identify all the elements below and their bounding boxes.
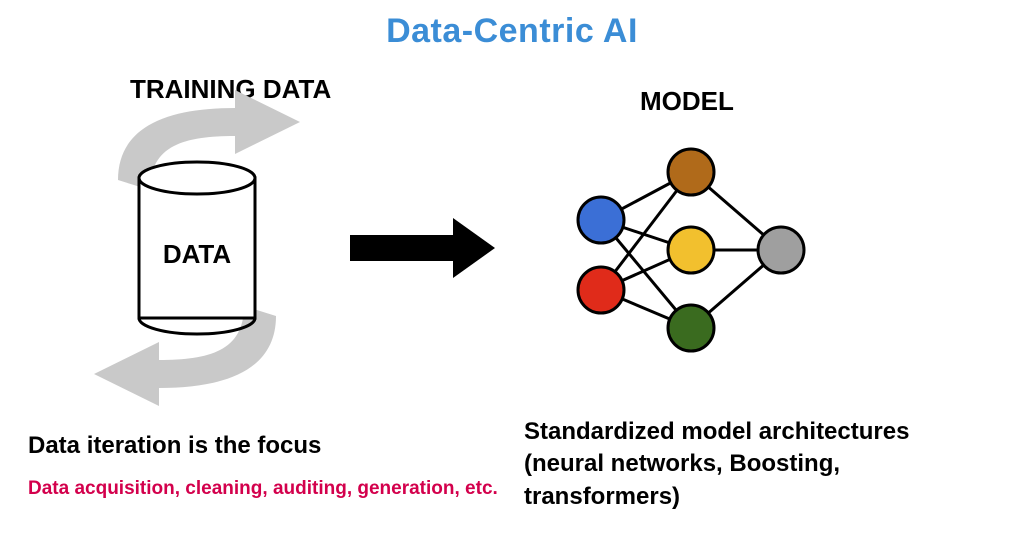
database-icon: DATA — [139, 162, 255, 334]
neural-network-icon — [578, 149, 804, 351]
nn-node — [668, 149, 714, 195]
nn-node — [668, 305, 714, 351]
nn-node — [668, 227, 714, 273]
nn-node — [758, 227, 804, 273]
diagram-canvas: DATA — [0, 0, 1024, 552]
flow-arrow-icon — [350, 218, 495, 278]
database-label: DATA — [163, 239, 232, 269]
nn-node — [578, 197, 624, 243]
nn-node — [578, 267, 624, 313]
cycle-arrow-bottom-icon — [94, 306, 276, 406]
